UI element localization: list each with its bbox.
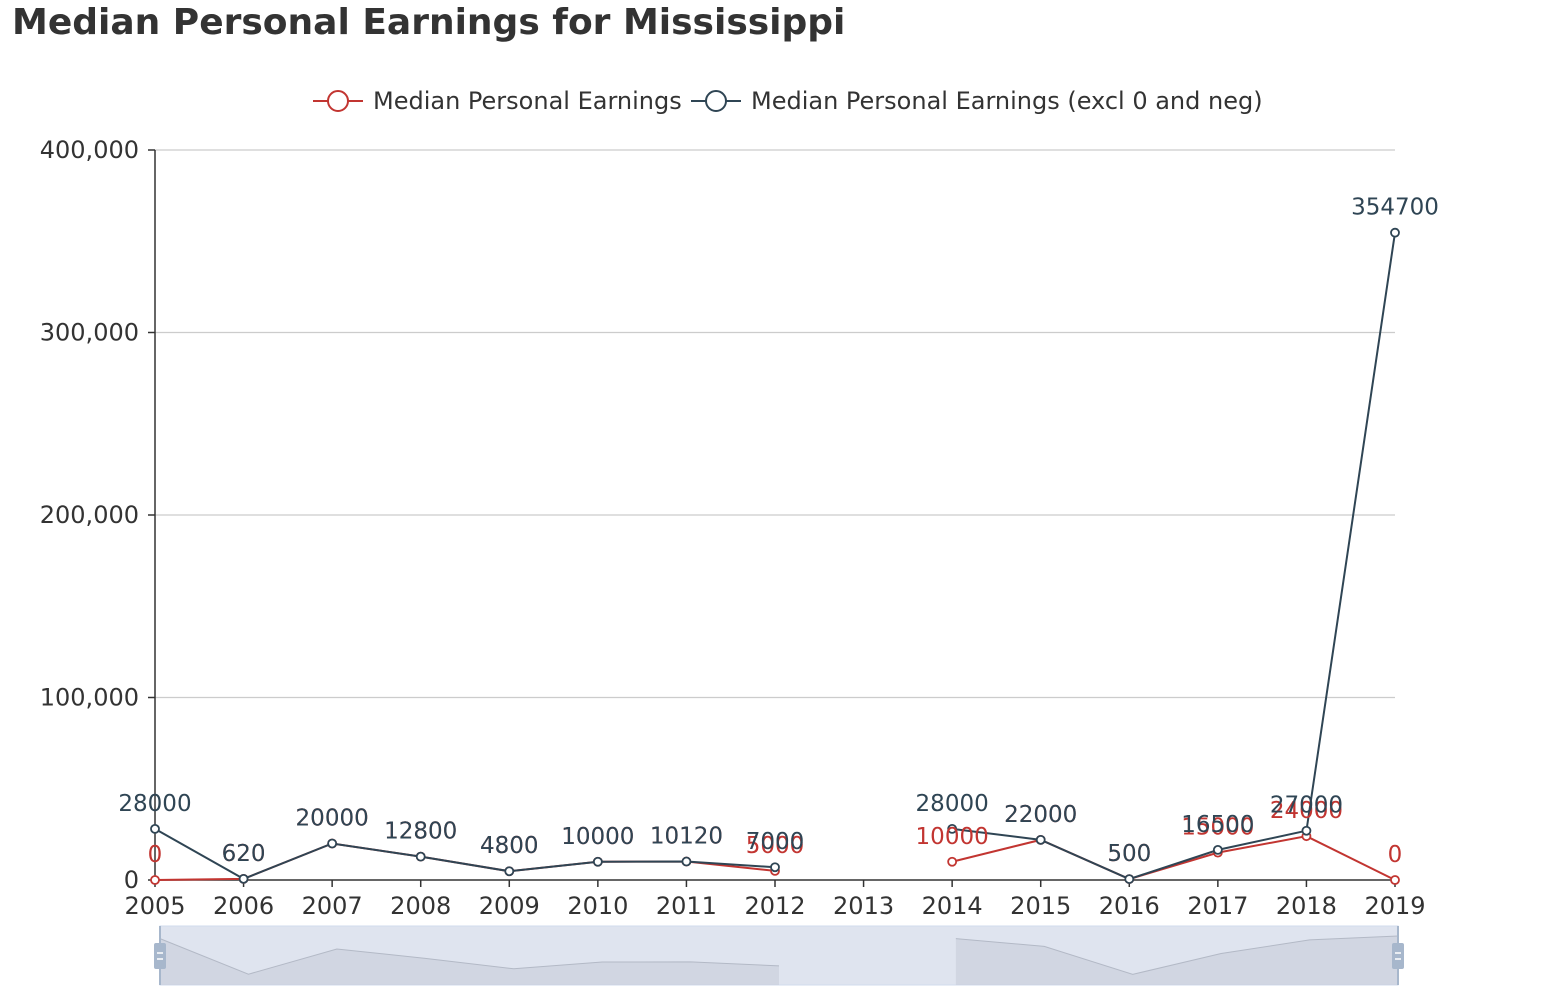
- zoom-preview-line: [159, 938, 780, 975]
- data-zoom-slider[interactable]: [154, 925, 1404, 986]
- data-point: [770, 862, 780, 873]
- data-point: [1390, 875, 1400, 885]
- y-tick-label: 300,000: [40, 319, 139, 347]
- data-label: 0: [148, 842, 163, 868]
- data-label: 20000: [296, 806, 369, 832]
- chart-title: Median Personal Earnings for Mississippi: [12, 2, 846, 43]
- x-tick-label: 2015: [1010, 892, 1071, 920]
- data-point: [592, 856, 603, 867]
- x-tick-label: 2006: [213, 892, 274, 920]
- data-label: 27000: [1270, 793, 1343, 819]
- data-label: 12800: [384, 819, 457, 845]
- data-label: 10120: [650, 824, 723, 850]
- data-point: [947, 824, 958, 834]
- x-tick-label: 2005: [124, 892, 185, 920]
- series-line: [154, 828, 776, 880]
- data-label: 15000: [1181, 815, 1254, 841]
- data-label: 10120: [650, 824, 723, 850]
- series-line: [952, 232, 1396, 881]
- data-point: [504, 866, 515, 877]
- data-point: [1035, 834, 1046, 845]
- data-label: 620: [222, 841, 266, 867]
- x-tick-label: 2016: [1099, 892, 1160, 920]
- legend[interactable]: Median Personal Earnings Median Personal …: [313, 87, 1263, 115]
- x-tick-label: 2009: [479, 892, 540, 920]
- data-point: [947, 856, 958, 867]
- x-tick-label: 2012: [744, 892, 805, 920]
- legend-label: Median Personal Earnings (excl 0 and neg…: [751, 87, 1263, 115]
- data-label: 4800: [480, 833, 539, 859]
- data-point: [327, 838, 338, 849]
- x-tick-label: 2013: [833, 892, 894, 920]
- data-label: 10000: [561, 824, 634, 850]
- data-point: [238, 873, 249, 884]
- data-point: [681, 856, 692, 867]
- data-point: [415, 851, 426, 862]
- series-2: [150, 227, 1400, 884]
- y-tick-label: 400,000: [40, 136, 139, 164]
- data-point: [1212, 844, 1223, 855]
- data-point: [150, 824, 160, 834]
- data-label: 28000: [118, 791, 191, 817]
- zoom-preview-area: [955, 936, 1398, 985]
- legend-item-1[interactable]: Median Personal Earnings: [313, 87, 682, 115]
- data-label: 5000: [746, 833, 805, 859]
- data-label: 354700: [1351, 195, 1439, 221]
- data-label: 20000: [296, 806, 369, 832]
- data-label: 4800: [480, 833, 539, 859]
- data-label: 0: [1388, 842, 1403, 868]
- data-point: [150, 875, 160, 885]
- zoom-handle-left[interactable]: [154, 926, 166, 985]
- data-point: [1124, 874, 1135, 884]
- zoom-handle-grip-icon: [1392, 943, 1404, 969]
- x-tick-label: 2019: [1364, 892, 1425, 920]
- legend-label: Median Personal Earnings: [373, 87, 682, 115]
- data-label: 620: [222, 841, 266, 867]
- data-label: 16500: [1181, 812, 1254, 838]
- data-label: 22000: [1004, 802, 1077, 828]
- data-label: 7000: [746, 829, 805, 855]
- x-tick-label: 2017: [1187, 892, 1248, 920]
- data-label: 28000: [916, 791, 989, 817]
- gridlines: [155, 149, 1395, 699]
- data-label: 500: [1107, 841, 1151, 867]
- axes: 0 100,000 200,000 300,000 400,000 2005 2006 200…: [40, 136, 1426, 920]
- legend-circle-icon: [327, 90, 349, 112]
- data-point: [1301, 825, 1312, 836]
- series-line: [951, 835, 1396, 881]
- data-point: [1390, 227, 1400, 238]
- x-tick-label: 2014: [922, 892, 983, 920]
- data-label: 10000: [561, 824, 634, 850]
- data-label: 500: [1107, 841, 1151, 867]
- zoom-handle-grip-icon: [154, 943, 166, 969]
- x-tick-label: 2018: [1276, 892, 1337, 920]
- data-label: 10000: [916, 824, 989, 850]
- zoom-preview-line: [955, 935, 1399, 975]
- legend-item-2[interactable]: Median Personal Earnings (excl 0 and neg…: [691, 87, 1263, 115]
- x-tick-label: 2007: [302, 892, 363, 920]
- data-label: 24000: [1270, 798, 1343, 824]
- data-label: 12800: [384, 819, 457, 845]
- x-tick-label: 2008: [390, 892, 451, 920]
- legend-circle-icon: [705, 90, 727, 112]
- y-tick-label: 200,000: [40, 501, 139, 529]
- zoom-preview-area: [160, 938, 779, 985]
- y-tick-label: 100,000: [40, 684, 139, 712]
- data-label: 22000: [1004, 802, 1077, 828]
- y-tick-label: 0: [124, 866, 139, 894]
- zoom-handle-right[interactable]: [1392, 926, 1404, 985]
- series: [150, 227, 1400, 885]
- x-tick-label: 2011: [656, 892, 717, 920]
- x-tick-label: 2010: [567, 892, 628, 920]
